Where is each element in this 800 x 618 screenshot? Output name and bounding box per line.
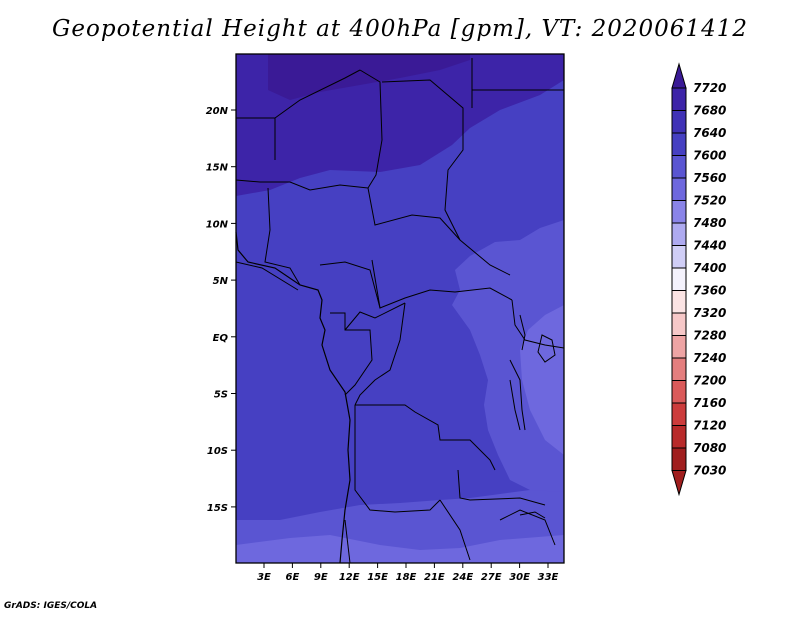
lon-tick-label: 15E <box>367 572 388 583</box>
field-mid-region-east <box>452 220 564 500</box>
colorbar-level-label: 7600 <box>693 149 726 163</box>
colorbar-swatch <box>671 245 687 269</box>
colorbar-swatch <box>671 200 687 224</box>
colorbar-level-label: 7030 <box>693 464 726 478</box>
lon-tick-label: 3E <box>257 572 271 583</box>
colorbar-level-label: 7400 <box>693 261 726 275</box>
colorbar-swatch <box>671 155 687 179</box>
colorbar-swatch <box>671 357 687 381</box>
lat-tick-label: 15N <box>206 163 229 174</box>
lat-tick-label: 15S <box>207 503 228 514</box>
map-title: Geopotential Height at 400hPa [gpm], VT:… <box>52 16 748 42</box>
colorbar-level-label: 7480 <box>693 216 726 230</box>
lon-tick-label: 27E <box>481 572 502 583</box>
colorbar-swatch <box>671 177 687 201</box>
lakes <box>509 314 556 519</box>
grads-credit: GrADS: IGES/COLA <box>4 601 98 611</box>
colorbar-swatch <box>671 132 687 156</box>
colorbar: 7720 7680 7640 7600 7560 7520 7480 7440 7400 7360… <box>671 62 726 497</box>
colorbar-level-label: 7320 <box>693 306 726 320</box>
lat-tick-label: 20N <box>206 106 229 117</box>
lon-tick-label: 24E <box>452 572 473 583</box>
height-field <box>236 54 564 563</box>
colorbar-top-arrow <box>671 62 687 89</box>
colorbar-level-label: 7720 <box>693 81 726 95</box>
lon-tick-label: 9E <box>314 572 328 583</box>
colorbar-level-label: 7680 <box>693 104 726 118</box>
lon-tick-label: 18E <box>396 572 417 583</box>
colorbar-swatch <box>671 425 687 449</box>
lon-tick-label: 33E <box>538 572 559 583</box>
colorbar-swatch <box>671 380 687 404</box>
colorbar-swatch <box>671 87 687 111</box>
longitude-axis: 3E 6E 9E 12E 15E 18E 21E 24E 27E 30E 33E <box>257 563 559 583</box>
colorbar-swatch <box>671 312 687 336</box>
lat-tick-label: 5N <box>213 276 229 287</box>
lat-tick-label: 10N <box>206 219 229 230</box>
colorbar-swatch <box>671 222 687 246</box>
colorbar-level-label: 7080 <box>693 441 726 455</box>
colorbar-level-label: 7280 <box>693 329 726 343</box>
field-low-region-south <box>236 535 564 563</box>
lat-tick-label: 5S <box>214 390 228 401</box>
colorbar-level-label: 7560 <box>693 171 726 185</box>
lat-tick-label: 10S <box>207 446 228 457</box>
field-highest-region <box>268 54 470 100</box>
map-frame <box>235 53 565 564</box>
colorbar-swatch <box>671 290 687 314</box>
colorbar-level-label: 7240 <box>693 351 726 365</box>
colorbar-swatch <box>671 402 687 426</box>
lat-tick-label: EQ <box>213 333 229 344</box>
lon-tick-label: 21E <box>424 572 445 583</box>
colorbar-level-label: 7520 <box>693 194 726 208</box>
colorbar-swatch <box>671 335 687 359</box>
colorbar-level-label: 7200 <box>693 374 726 388</box>
colorbar-level-label: 7360 <box>693 284 726 298</box>
colorbar-swatch <box>671 110 687 134</box>
colorbar-level-label: 7440 <box>693 239 726 253</box>
colorbar-level-label: 7120 <box>693 419 726 433</box>
colorbar-bottom-arrow <box>671 470 687 497</box>
latitude-axis: 20N 15N 10N 5N EQ 5S 10S 15S <box>206 106 236 514</box>
lon-tick-label: 12E <box>339 572 360 583</box>
colorbar-level-label: 7640 <box>693 126 726 140</box>
colorbar-swatch <box>671 267 687 291</box>
lon-tick-label: 30E <box>509 572 530 583</box>
coastline <box>235 231 351 564</box>
colorbar-level-label: 7160 <box>693 396 726 410</box>
country-boundaries <box>235 58 565 564</box>
colorbar-swatch <box>671 447 687 471</box>
lon-tick-label: 6E <box>286 572 300 583</box>
